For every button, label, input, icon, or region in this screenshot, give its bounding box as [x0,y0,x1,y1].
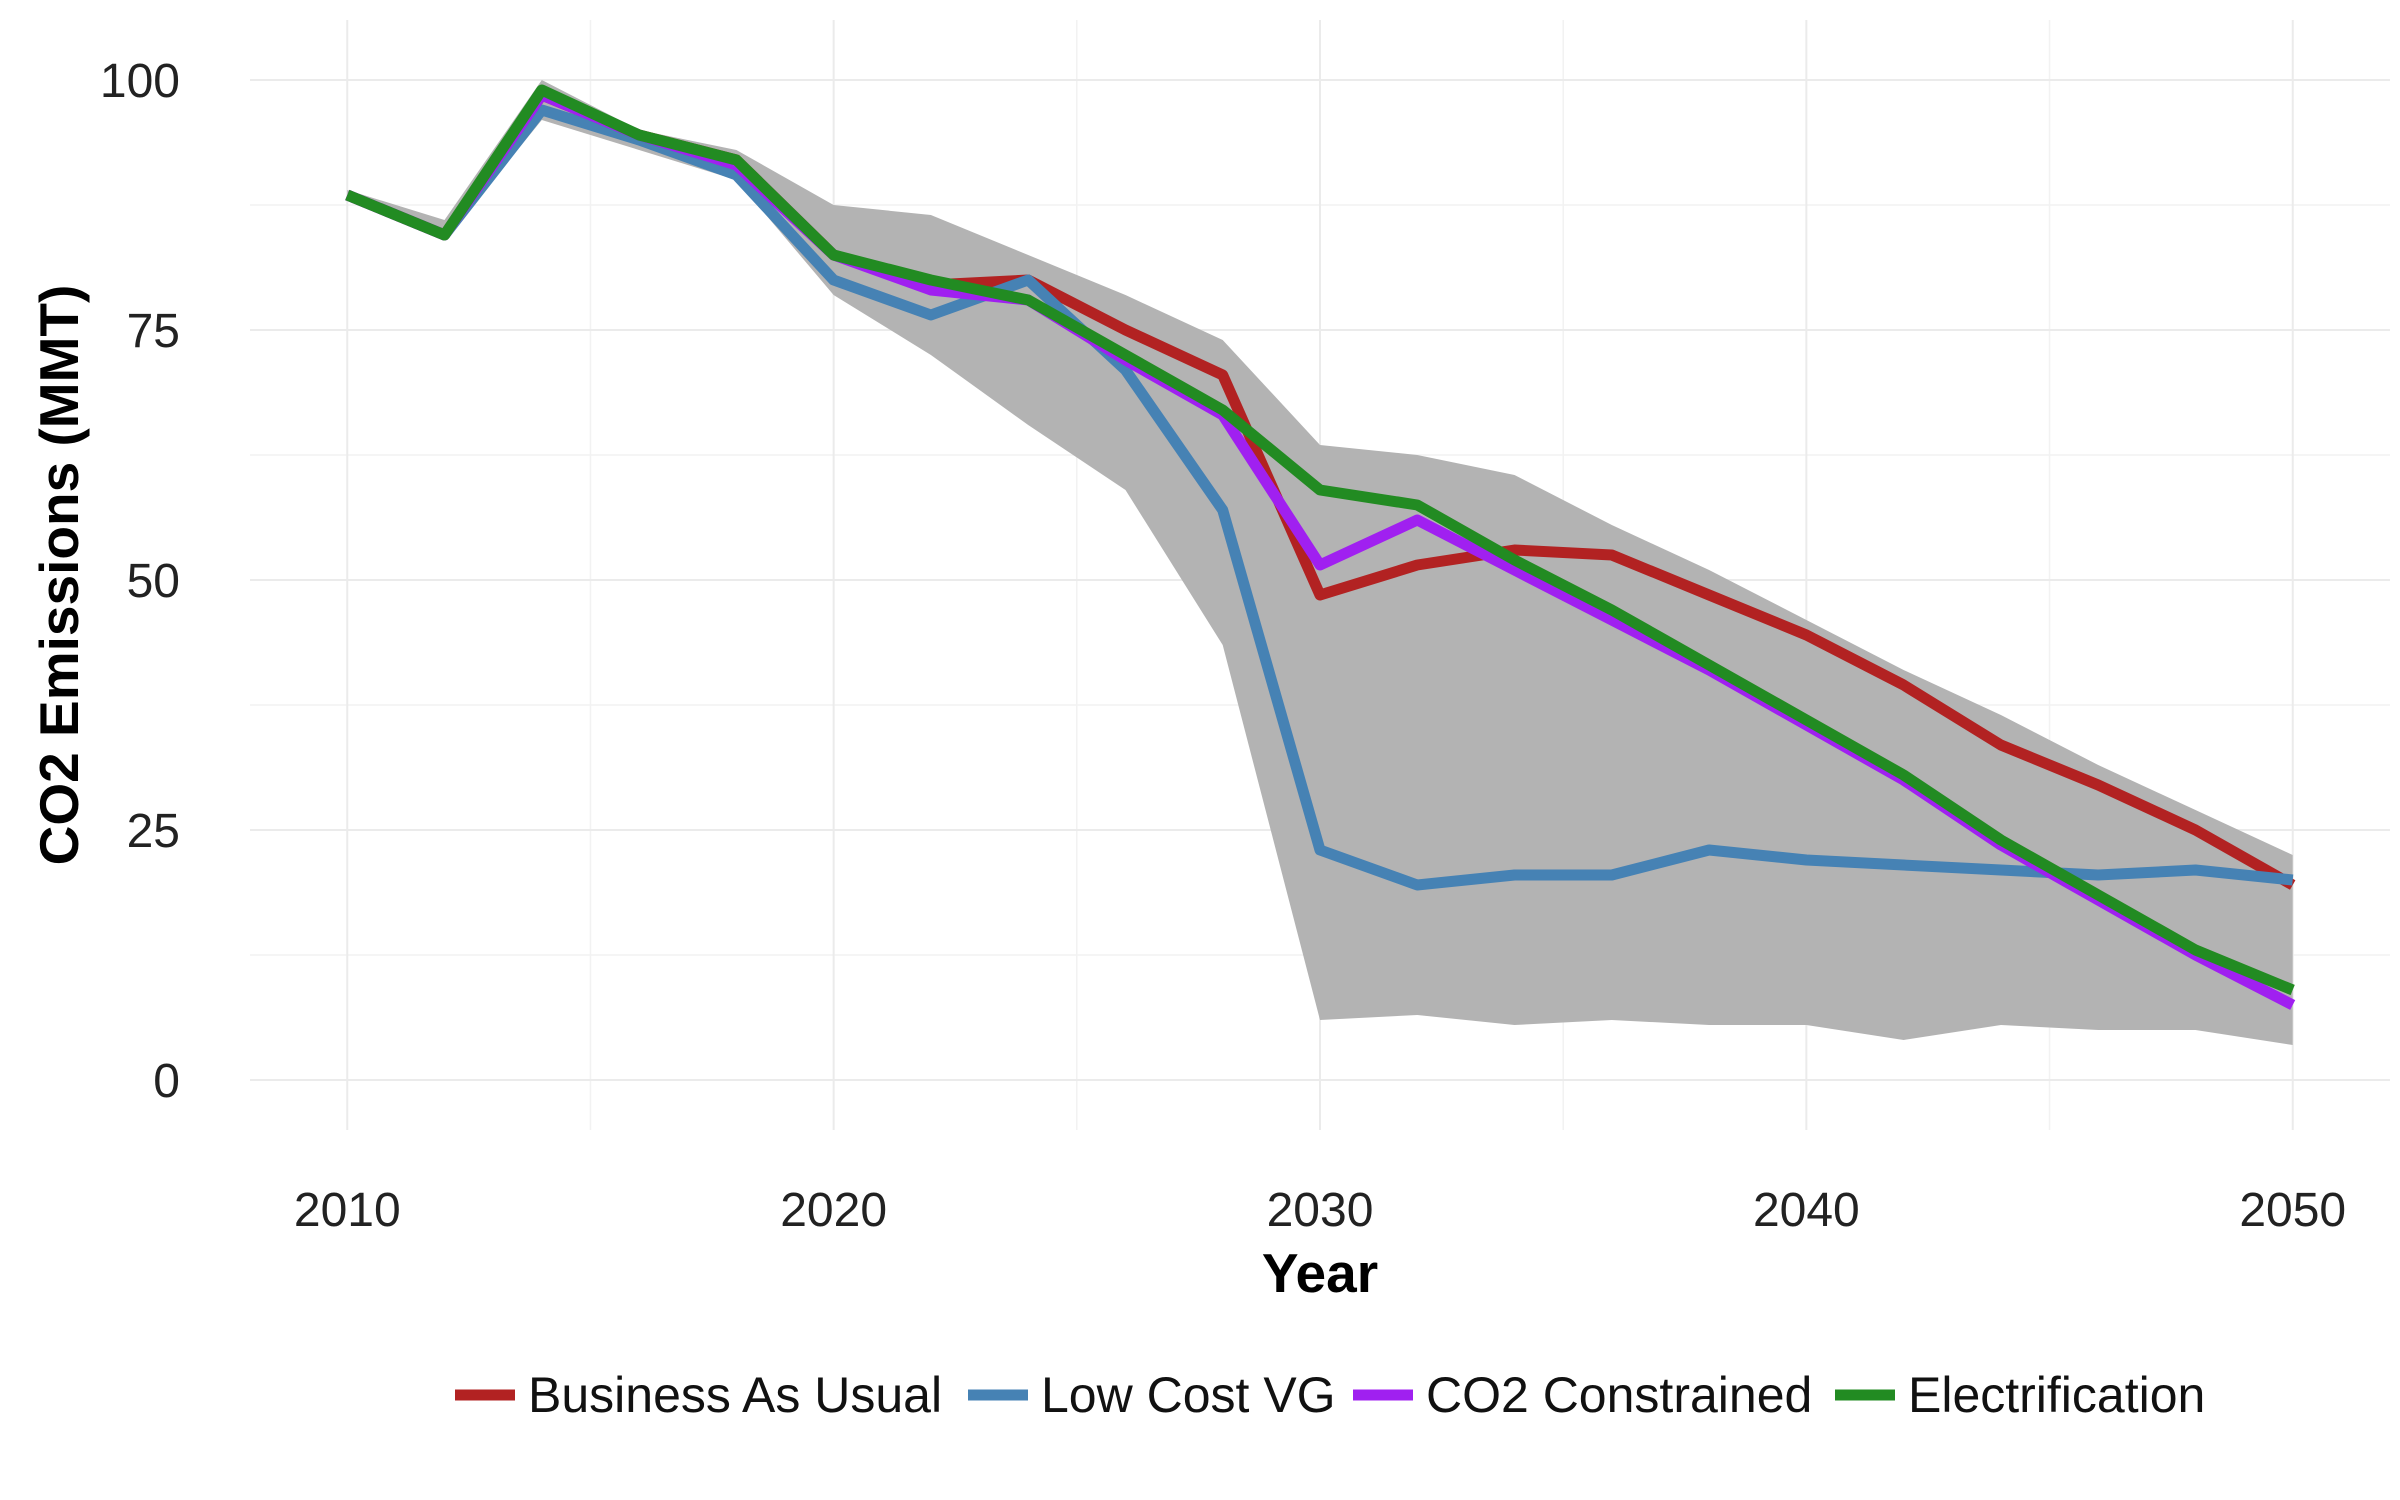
x-tick-label: 2040 [1753,1184,1860,1237]
y-tick-label: 0 [153,1055,180,1108]
legend-label: Electrification [1908,1367,2205,1423]
series-line-low-cost-vg [345,104,2294,891]
x-tick-label: 2020 [780,1184,887,1237]
x-tick-label: 2010 [294,1184,401,1237]
x-axis-title: Year [1262,1242,1378,1304]
y-tick-label: 100 [100,55,180,108]
legend-label: Low Cost VG [1041,1367,1336,1423]
y-tick-label: 50 [127,555,180,608]
tick-layer: 2010 2020 2030 2040 2050 0 25 50 75 100 [100,55,2346,1237]
y-tick-label: 25 [127,805,180,858]
legend-entry: CO2 Constrained [1353,1367,1812,1423]
legend-entry: Electrification [1835,1367,2205,1423]
legend: Business As Usual Low Cost VG CO2 Constrai… [455,1367,2205,1423]
x-tick-label: 2050 [2239,1184,2346,1237]
legend-label: Business As Usual [528,1367,942,1423]
x-tick-label: 2030 [1267,1184,1374,1237]
series-line-electrification [345,84,2295,996]
legend-entry: Business As Usual [455,1367,942,1423]
legend-label: CO2 Constrained [1426,1367,1812,1423]
y-axis-title: CO2 Emissions (MMT) [28,285,90,866]
series-layer [345,84,2296,1010]
legend-entry: Low Cost VG [968,1367,1336,1423]
y-tick-label: 75 [127,305,180,358]
